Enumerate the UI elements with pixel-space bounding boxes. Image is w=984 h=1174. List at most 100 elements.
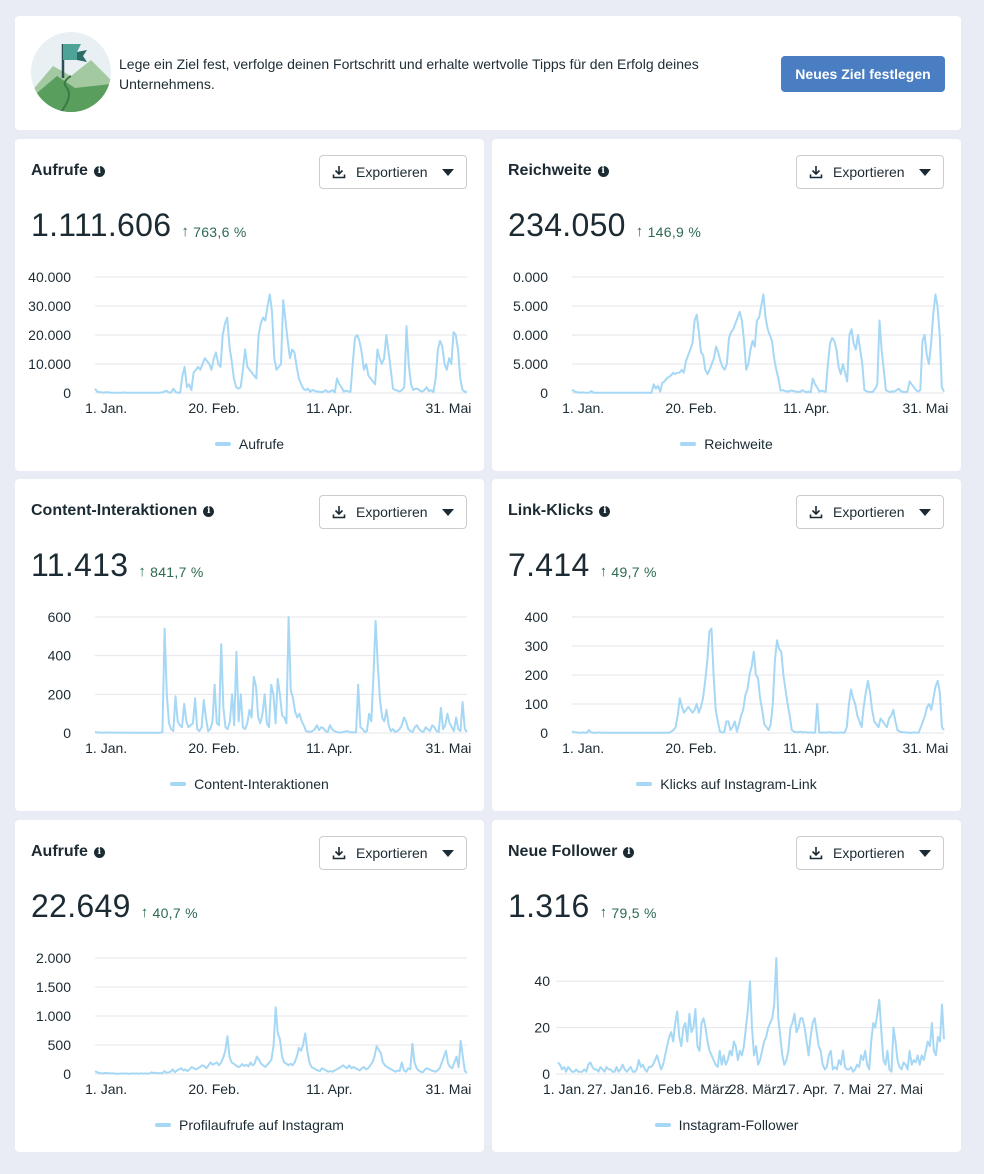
y-tick-label: 0 — [63, 725, 71, 741]
arrow-up-icon: ↑ — [138, 563, 147, 580]
info-icon[interactable]: i — [597, 165, 609, 177]
chevron-down-icon — [442, 508, 454, 516]
card-title: Link-Klicks i — [508, 502, 611, 520]
card-title: Neue Follower i — [508, 843, 635, 861]
card-title-text: Aufrufe — [31, 162, 88, 179]
arrow-up-icon: ↑ — [635, 223, 644, 240]
chart-legend: Reichweite — [492, 436, 961, 452]
y-tick-label: 400 — [525, 609, 549, 625]
arrow-up-icon: ↑ — [181, 223, 190, 240]
export-button[interactable]: Exportieren — [319, 155, 467, 189]
info-icon[interactable]: i — [93, 846, 105, 858]
line-chart: 0 500 1.000 1.500 2.000 1. Jan. 20. Feb. 11. Ap… — [36, 950, 471, 1097]
x-tick-label: 31. Mai — [425, 740, 471, 756]
export-button[interactable]: Exportieren — [319, 836, 467, 870]
legend-swatch — [636, 782, 653, 786]
set-new-goal-button[interactable]: Neues Ziel festlegen — [781, 56, 945, 92]
export-button[interactable]: Exportieren — [796, 155, 944, 189]
legend-label: Klicks auf Instagram-Link — [660, 776, 817, 792]
y-tick-label: 2.000 — [36, 950, 71, 966]
info-icon[interactable]: i — [623, 846, 635, 858]
legend-swatch — [214, 442, 231, 446]
metric-card-content-interaktionen-3: Content-Interaktionen i Exportieren 11.4… — [15, 479, 484, 811]
change-indicator: ↑ 40,7 % — [141, 904, 198, 921]
info-icon[interactable]: i — [599, 505, 611, 517]
change-percent: 79,5 % — [611, 904, 657, 921]
card-title: Content-Interaktionen i — [31, 502, 215, 520]
export-label: Exportieren — [833, 504, 905, 520]
metric-value-row: 234.050 ↑ 146,9 % — [508, 207, 701, 244]
y-tick-label: 40.000 — [28, 269, 71, 285]
metric-value: 1.316 — [508, 888, 590, 924]
change-indicator: ↑ 79,5 % — [600, 904, 657, 921]
legend-label: Aufrufe — [238, 436, 285, 452]
change-indicator: ↑ 763,6 % — [181, 223, 246, 240]
x-tick-label: 31. Mai — [902, 740, 948, 756]
download-icon — [809, 847, 823, 860]
x-tick-label: 1. Jan. — [85, 740, 127, 756]
y-tick-label: 20.000 — [28, 327, 71, 343]
chart-legend: Profilaufrufe auf Instagram — [15, 1117, 484, 1133]
chart-legend: Instagram-Follower — [492, 1117, 961, 1133]
x-tick-label: 20. Feb. — [665, 740, 716, 756]
metric-value: 22.649 — [31, 888, 131, 924]
y-tick-label: 10.000 — [28, 356, 71, 372]
export-label: Exportieren — [833, 164, 905, 180]
legend-swatch — [155, 1123, 171, 1127]
y-tick-label: 400 — [48, 648, 72, 664]
change-percent: 763,6 % — [193, 223, 247, 240]
y-tick-label: 500 — [48, 1037, 72, 1053]
metric-value-row: 7.414 ↑ 49,7 % — [508, 547, 657, 584]
y-tick-label: 100 — [525, 696, 549, 712]
y-tick-label: 600 — [48, 609, 72, 625]
line-chart: 0 10.000 20.000 30.000 40.000 1. Jan. 20. Feb.… — [28, 269, 471, 416]
card-title: Reichweite i — [508, 162, 609, 180]
card-title-text: Link-Klicks — [508, 502, 594, 519]
legend-swatch — [680, 442, 697, 446]
series-line — [94, 1006, 468, 1075]
x-tick-label: 8. März — [685, 1081, 732, 1097]
series-line — [571, 627, 945, 734]
line-chart: 0 200 400 600 1. Jan. 20. Feb. 11. Apr. 31. Mai — [48, 609, 472, 756]
y-tick-label: 0 — [542, 1066, 550, 1082]
info-icon[interactable]: i — [93, 165, 105, 177]
legend-label: Content-Interaktionen — [194, 776, 329, 792]
export-button[interactable]: Exportieren — [796, 836, 944, 870]
download-icon — [332, 847, 346, 860]
line-chart: 0 100 200 300 400 1. Jan. 20. Feb. 11. Apr. 31. … — [525, 609, 949, 756]
chevron-down-icon — [919, 168, 931, 176]
metric-value: 11.413 — [31, 547, 129, 583]
legend-label: Profilaufrufe auf Instagram — [179, 1117, 344, 1133]
y-tick-label: 1.500 — [36, 979, 71, 995]
x-tick-label: 20. Feb. — [188, 740, 239, 756]
card-title-text: Content-Interaktionen — [31, 502, 198, 519]
export-button[interactable]: Exportieren — [796, 495, 944, 529]
y-tick-label: 200 — [525, 667, 549, 683]
x-tick-label: 31. Mai — [425, 400, 471, 416]
chart-legend: Aufrufe — [15, 436, 484, 452]
export-label: Exportieren — [356, 164, 428, 180]
series-line — [94, 293, 468, 394]
card-title: Aufrufe i — [31, 162, 105, 180]
metric-value-row: 1.316 ↑ 79,5 % — [508, 888, 657, 925]
line-chart: 0 5.000 0.000 5.000 0.000 1. Jan. 20. Feb. 11. … — [513, 269, 948, 416]
metric-value: 1.111.606 — [31, 207, 172, 243]
arrow-up-icon: ↑ — [140, 904, 149, 921]
export-label: Exportieren — [356, 504, 428, 520]
goal-description: Lege ein Ziel fest, verfolge deinen Fort… — [119, 56, 699, 92]
flag-on-mountain-illustration — [31, 32, 111, 112]
y-tick-label: 0 — [63, 1066, 71, 1082]
legend-label: Reichweite — [704, 436, 773, 452]
chart-legend: Content-Interaktionen — [15, 776, 484, 792]
info-icon[interactable]: i — [203, 505, 215, 517]
export-button[interactable]: Exportieren — [319, 495, 467, 529]
x-tick-label: 17. Apr. — [780, 1081, 827, 1097]
export-label: Exportieren — [356, 845, 428, 861]
x-tick-label: 1. Jan. — [562, 400, 604, 416]
metric-value: 7.414 — [508, 547, 590, 583]
y-tick-label: 5.000 — [513, 298, 548, 314]
series-line — [94, 616, 468, 734]
metric-value-row: 22.649 ↑ 40,7 % — [31, 888, 198, 925]
export-label: Exportieren — [833, 845, 905, 861]
